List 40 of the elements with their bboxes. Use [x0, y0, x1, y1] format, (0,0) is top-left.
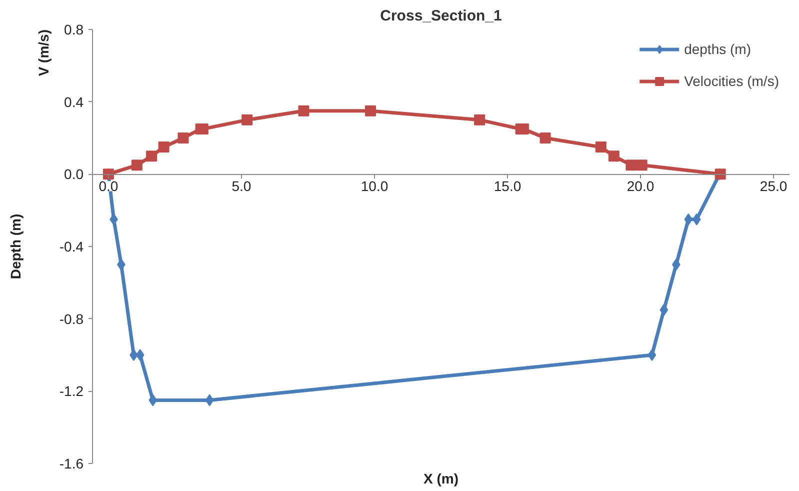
point — [595, 142, 606, 153]
point — [178, 132, 189, 144]
y-tick-label: -1.2 — [59, 383, 84, 400]
x-tick-label: 10.0 — [360, 178, 388, 194]
y-tick-label: 0.8 — [64, 22, 84, 38]
point — [158, 142, 170, 153]
point — [540, 132, 551, 144]
point — [608, 150, 620, 162]
point — [660, 304, 668, 316]
chart-title: Cross_Section_1 — [380, 8, 502, 24]
legend-label: depths (m) — [684, 41, 751, 57]
x-tick-label: 15.0 — [494, 178, 522, 194]
point — [365, 105, 376, 116]
point — [146, 150, 158, 162]
y-tick-label: -1.6 — [59, 456, 84, 472]
x-tick-label: 20.0 — [626, 178, 654, 194]
point — [205, 394, 214, 406]
y-tick-label: -0.4 — [59, 238, 84, 254]
y-tick-label: 0.0 — [64, 166, 84, 182]
point — [474, 114, 486, 126]
point — [648, 349, 656, 361]
point — [636, 160, 648, 171]
y-axis-title: V (m/s) — [36, 29, 52, 76]
point — [131, 160, 142, 171]
point — [130, 349, 138, 361]
x-tick-label: 25.0 — [760, 178, 788, 194]
point — [148, 394, 158, 406]
point — [626, 160, 637, 171]
y-tick-label: 0.4 — [64, 94, 84, 110]
point — [136, 349, 144, 361]
point — [692, 213, 701, 226]
y-tick-label: -0.8 — [59, 310, 84, 327]
point — [242, 114, 253, 126]
point — [298, 105, 310, 116]
x-tick-label: 0.0 — [98, 178, 118, 194]
x-axis-title: X (m) — [424, 470, 458, 486]
legend-label: Velocities (m/s) — [684, 73, 779, 89]
x-tick-label: 5.0 — [232, 178, 252, 194]
text: Depth (m) — [8, 214, 24, 280]
point — [684, 213, 693, 226]
